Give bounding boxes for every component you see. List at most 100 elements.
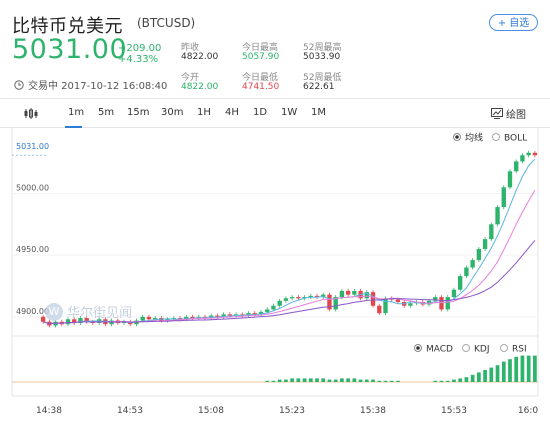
candle (140, 316, 145, 321)
moving-average-lines (42, 158, 536, 325)
macd-bar (308, 378, 313, 382)
candle (333, 297, 338, 310)
macd-bar (284, 379, 288, 382)
x-axis-ticks: 14:38 14:53 15:08 15:23 15:38 15:53 16:0 (36, 406, 538, 416)
candlestick-series (40, 150, 538, 328)
tab-1h[interactable]: 1H (197, 107, 211, 118)
macd-bar (483, 370, 487, 382)
candle (72, 319, 77, 323)
candle (152, 318, 158, 320)
candle (302, 297, 307, 299)
x-tick-label: 15:53 (441, 406, 467, 416)
toggle-rsi-label: RSI (512, 345, 527, 355)
tab-4h[interactable]: 4H (225, 107, 239, 118)
candle (321, 294, 326, 298)
wk52-low-label: 52周最低 (303, 73, 342, 83)
active-tab-indicator (65, 126, 82, 128)
last-price-label: 5031.00 (16, 142, 49, 151)
macd-bar (371, 379, 375, 382)
chart-grid (11, 128, 539, 397)
indicator-toggle-ma[interactable]: 均线 (453, 132, 484, 144)
y-axis-ticks: 4900.00 4950.00 5000.00 (16, 184, 49, 316)
candle (520, 155, 525, 162)
macd-bar (433, 380, 438, 382)
price-chart[interactable]: 4900.00 4950.00 5000.00 14:38 14:53 15:08 15:… (0, 128, 550, 431)
trading-status: 交易中 2017-10-12 16:08:40 (14, 77, 167, 92)
candle (339, 290, 345, 298)
macd-bar (533, 355, 537, 382)
wk52-high-value: 5033.90 (303, 52, 341, 62)
indicator-toggle-macd[interactable]: MACD (414, 344, 454, 355)
indicator-toggle-rsi[interactable]: RSI (500, 344, 527, 355)
candle (53, 321, 58, 326)
candle (532, 152, 538, 156)
candle (221, 314, 226, 317)
candle (445, 297, 450, 310)
macd-bar (364, 379, 369, 382)
tab-30m[interactable]: 30m (161, 107, 184, 118)
tab-1m[interactable]: 1m (68, 107, 85, 118)
candle (227, 314, 233, 316)
watermark-logo-icon: W (45, 302, 63, 321)
draw-button[interactable]: 绘图 (491, 106, 526, 121)
candle (501, 187, 506, 208)
candle (482, 239, 488, 249)
candle (526, 152, 531, 156)
x-tick-label: 14:53 (117, 406, 143, 416)
watermark-text: 华尔街见闻 (67, 306, 133, 321)
macd-bar (290, 378, 294, 382)
low-label: 今日最低 (242, 73, 279, 83)
macd-bar (458, 378, 463, 382)
x-tick-label: 15:08 (198, 406, 224, 416)
macd-bar (333, 379, 338, 382)
instrument-code: (BTCUSD) (137, 16, 196, 30)
price-change: +209.00 +4.33% (118, 43, 161, 65)
macd-bar (495, 365, 500, 382)
indicator-toggle-kdj[interactable]: KDJ (462, 344, 490, 355)
tab-1d[interactable]: 1D (253, 107, 268, 118)
candle (476, 249, 482, 261)
tab-1mo[interactable]: 1M (311, 107, 326, 118)
wk52-low-value: 622.61 (303, 82, 335, 92)
watermark: W 华尔街见闻 (45, 302, 132, 321)
candle (377, 305, 382, 314)
candle (408, 303, 413, 306)
candle (78, 318, 83, 323)
y-tick-label: 5000.00 (16, 184, 49, 193)
macd-bar (302, 378, 307, 382)
macd-bar (271, 380, 276, 382)
drawing-tool-icon (491, 108, 503, 119)
macd-bar (315, 378, 319, 382)
change-absolute: +209.00 (118, 43, 162, 54)
change-percent: +4.33% (118, 54, 159, 65)
indicator-toggle-boll[interactable]: BOLL (492, 133, 528, 144)
tab-15m[interactable]: 15m (127, 107, 150, 118)
add-favorite-button[interactable]: + 自选 (489, 14, 538, 31)
macd-bar (346, 378, 351, 382)
candle (364, 292, 369, 299)
candlestick-icon[interactable] (24, 108, 38, 119)
candle (271, 305, 276, 310)
interval-toolbar: 1m 5m 15m 30m 1H 4H 1D 1W 1M 绘图 (0, 98, 550, 128)
candle (283, 298, 289, 301)
macd-bar (383, 380, 388, 382)
macd-bar (396, 380, 400, 382)
candle (395, 299, 401, 303)
macd-bar (265, 380, 270, 382)
candle (327, 294, 332, 310)
trading-status-text: 交易中 2017-10-12 16:08:40 (28, 81, 168, 92)
x-tick-label: 15:23 (279, 406, 305, 416)
candle (514, 161, 519, 172)
low-value: 4741.50 (242, 82, 280, 92)
candle (458, 276, 463, 290)
candle (215, 315, 220, 317)
tab-5m[interactable]: 5m (98, 107, 115, 118)
tab-1w[interactable]: 1W (281, 107, 298, 118)
candle (258, 311, 264, 315)
candle (464, 267, 469, 277)
candle (65, 319, 71, 325)
candle (426, 300, 432, 305)
prev-close-value: 4822.00 (181, 52, 219, 62)
macd-bar (520, 355, 525, 382)
macd-bar (377, 380, 382, 382)
